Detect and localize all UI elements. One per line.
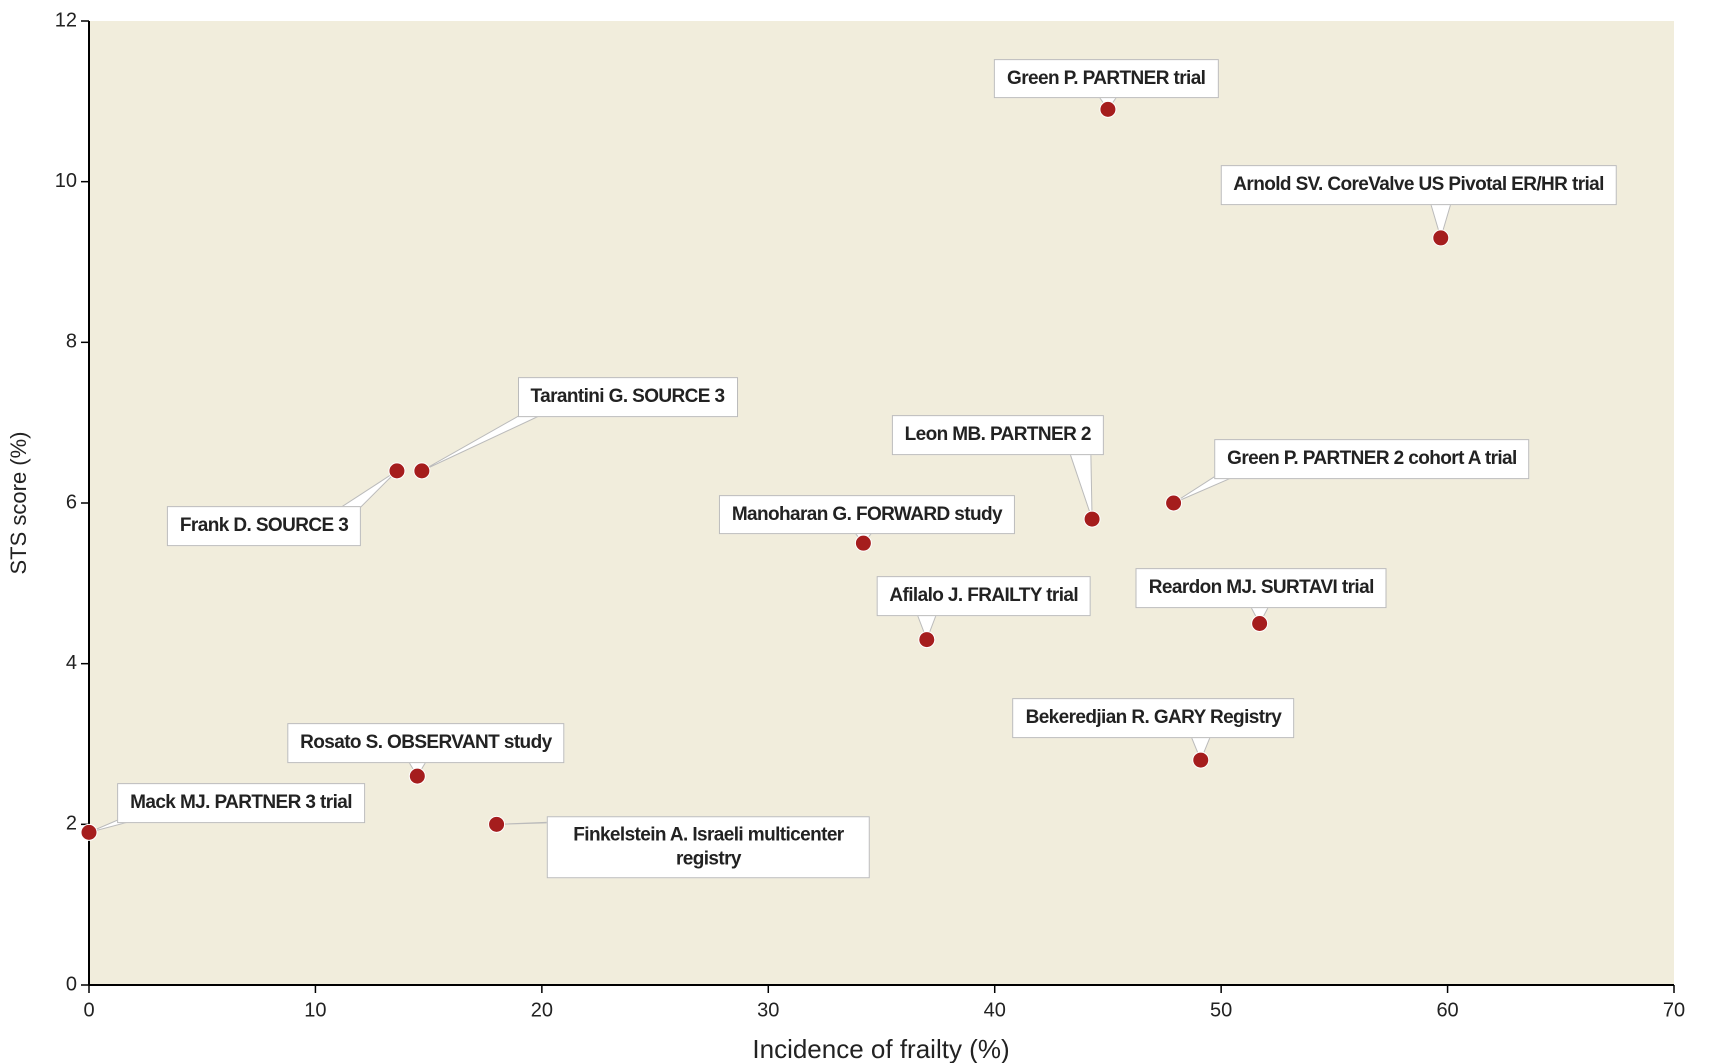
x-tick-label: 50 (1210, 999, 1232, 1021)
callouts (88, 93, 1453, 833)
points (80, 100, 1450, 841)
point-label: Green P. PARTNER 2 cohort A trial (1214, 439, 1530, 479)
y-tick-label: 8 (66, 331, 77, 353)
point-label: Frank D. SOURCE 3 (166, 505, 362, 546)
x-tick-label: 10 (304, 999, 326, 1021)
y-tick-label: 2 (66, 813, 77, 835)
point (408, 767, 426, 785)
point (80, 823, 98, 841)
x-tick-label: 60 (1436, 999, 1458, 1021)
y-tick-label: 6 (66, 491, 77, 513)
point-label: Manoharan G. FORWARD study (718, 494, 1015, 535)
point-label: Reardon MJ. SURTAVI trial (1135, 568, 1387, 609)
point (1432, 229, 1450, 247)
y-tick-label: 12 (55, 9, 77, 31)
x-tick-label: 70 (1663, 999, 1685, 1021)
point-label: Rosato S. OBSERVANT study (287, 723, 565, 764)
y-tick-label: 10 (55, 170, 77, 192)
point-label: Arnold SV. CoreValve US Pivotal ER/HR tr… (1220, 165, 1617, 206)
point (388, 462, 406, 480)
point (1165, 494, 1183, 512)
point (1192, 751, 1210, 769)
x-axis-title: Incidence of frailty (%) (752, 1034, 1009, 1063)
point-label: Tarantini G. SOURCE 3 (517, 377, 738, 418)
point (1083, 510, 1101, 528)
point (918, 631, 936, 649)
y-tick-label: 0 (66, 973, 77, 995)
point (413, 462, 431, 480)
x-tick-label: 20 (531, 999, 553, 1021)
x-tick-label: 40 (984, 999, 1006, 1021)
point-label: Bekeredjian R. GARY Registry (1012, 698, 1295, 738)
x-tick-label: 0 (83, 999, 94, 1021)
y-tick-label: 4 (66, 652, 77, 674)
point-label: Finkelstein A. Israeli multicenter regis… (547, 816, 870, 878)
point (488, 815, 506, 833)
y-axis-title: STS score (%) (6, 431, 31, 574)
point (1099, 100, 1117, 118)
point (1251, 615, 1269, 632)
point-label: Leon MB. PARTNER 2 (891, 414, 1104, 455)
point-label: Afilalo J. FRAILTY trial (876, 576, 1092, 616)
point-label: Mack MJ. PARTNER 3 trial (117, 782, 365, 823)
point-label: Green P. PARTNER trial (994, 58, 1219, 99)
x-tick-label: 30 (757, 999, 779, 1021)
point (854, 534, 872, 552)
